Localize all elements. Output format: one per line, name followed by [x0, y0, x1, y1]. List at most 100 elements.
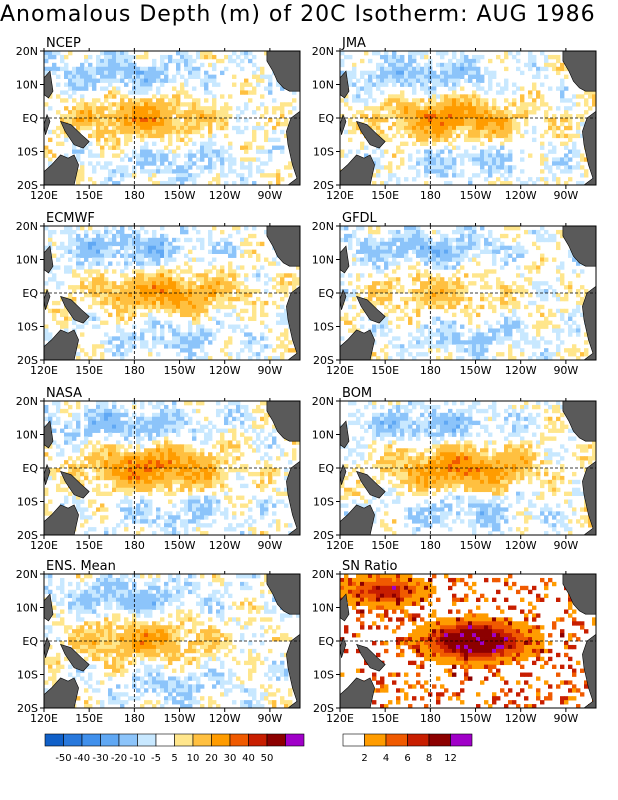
- data-cell: [476, 78, 481, 83]
- data-cell: [552, 133, 557, 139]
- data-cell: [96, 229, 101, 235]
- data-cell: [512, 98, 517, 103]
- data-cell: [188, 102, 193, 107]
- data-cell: [112, 181, 117, 185]
- data-cell: [392, 70, 397, 76]
- data-cell: [140, 245, 145, 251]
- data-cell: [516, 241, 521, 247]
- data-cell: [564, 285, 569, 290]
- data-cell: [340, 51, 345, 56]
- data-cell: [260, 336, 265, 341]
- data-cell: [544, 66, 549, 72]
- data-cell: [568, 133, 573, 139]
- data-cell: [124, 94, 129, 99]
- data-cell: [176, 328, 181, 333]
- data-cell: [228, 145, 233, 150]
- data-cell: [484, 285, 489, 290]
- data-cell: [124, 114, 129, 119]
- data-cell: [96, 137, 101, 143]
- data-cell: [116, 320, 121, 325]
- data-cell: [340, 58, 345, 64]
- data-cell: [440, 336, 445, 341]
- data-cell: [104, 58, 109, 64]
- data-cell: [436, 281, 441, 286]
- data-cell: [480, 153, 485, 158]
- data-cell: [508, 296, 513, 302]
- data-cell: [352, 253, 357, 258]
- data-cell: [44, 507, 49, 512]
- data-cell: [512, 121, 517, 127]
- data-cell: [372, 257, 377, 262]
- data-cell: [408, 165, 413, 170]
- data-cell: [432, 86, 437, 91]
- data-cell: [496, 129, 501, 135]
- data-cell: [548, 141, 553, 146]
- data-cell: [188, 74, 193, 79]
- data-cell: [228, 261, 233, 266]
- data-cell: [524, 181, 529, 185]
- data-cell: [272, 300, 277, 306]
- data-cell: [544, 165, 549, 170]
- data-cell: [520, 102, 525, 107]
- data-cell: [80, 74, 85, 79]
- data-cell: [496, 328, 501, 333]
- data-cell: [84, 257, 89, 262]
- data-cell: [112, 452, 117, 457]
- data-cell: [228, 157, 233, 162]
- data-cell: [412, 237, 417, 243]
- data-cell: [172, 237, 177, 243]
- data-cell: [192, 118, 197, 123]
- data-cell: [204, 98, 209, 103]
- data-cell: [500, 157, 505, 162]
- data-cell: [256, 165, 261, 170]
- data-cell: [224, 102, 229, 107]
- data-cell: [224, 149, 229, 154]
- data-cell: [392, 121, 397, 127]
- data-cell: [200, 289, 205, 294]
- data-cell: [428, 277, 433, 282]
- data-cell: [564, 293, 569, 298]
- data-cell: [196, 51, 201, 56]
- data-cell: [200, 237, 205, 243]
- data-cell: [452, 289, 457, 294]
- data-cell: [112, 296, 117, 302]
- data-cell: [88, 261, 93, 266]
- data-cell: [468, 118, 473, 123]
- data-cell: [52, 475, 57, 481]
- data-cell: [188, 344, 193, 349]
- data-cell: [400, 74, 405, 79]
- data-cell: [80, 261, 85, 266]
- data-cell: [260, 173, 265, 178]
- data-cell: [388, 300, 393, 306]
- data-cell: [104, 114, 109, 119]
- data-cell: [204, 281, 209, 286]
- data-cell: [420, 304, 425, 310]
- data-cell: [188, 149, 193, 154]
- data-cell: [480, 277, 485, 282]
- data-cell: [124, 471, 129, 477]
- data-cell: [196, 106, 201, 111]
- data-cell: [184, 78, 189, 83]
- data-cell: [484, 90, 489, 95]
- data-cell: [416, 74, 421, 79]
- data-cell: [348, 304, 353, 310]
- data-cell: [244, 177, 249, 182]
- data-cell: [568, 328, 573, 333]
- data-cell: [80, 62, 85, 68]
- data-cell: [152, 74, 157, 79]
- data-cell: [112, 527, 117, 532]
- data-cell: [152, 281, 157, 286]
- data-cell: [512, 102, 517, 107]
- data-cell: [104, 253, 109, 258]
- data-cell: [84, 285, 89, 290]
- data-cell: [552, 118, 557, 123]
- data-cell: [168, 296, 173, 302]
- data-cell: [60, 475, 65, 481]
- data-cell: [384, 316, 389, 321]
- data-cell: [212, 114, 217, 119]
- data-cell: [524, 118, 529, 123]
- data-cell: [68, 293, 73, 298]
- data-cell: [476, 58, 481, 64]
- data-cell: [504, 253, 509, 258]
- data-cell: [376, 296, 381, 302]
